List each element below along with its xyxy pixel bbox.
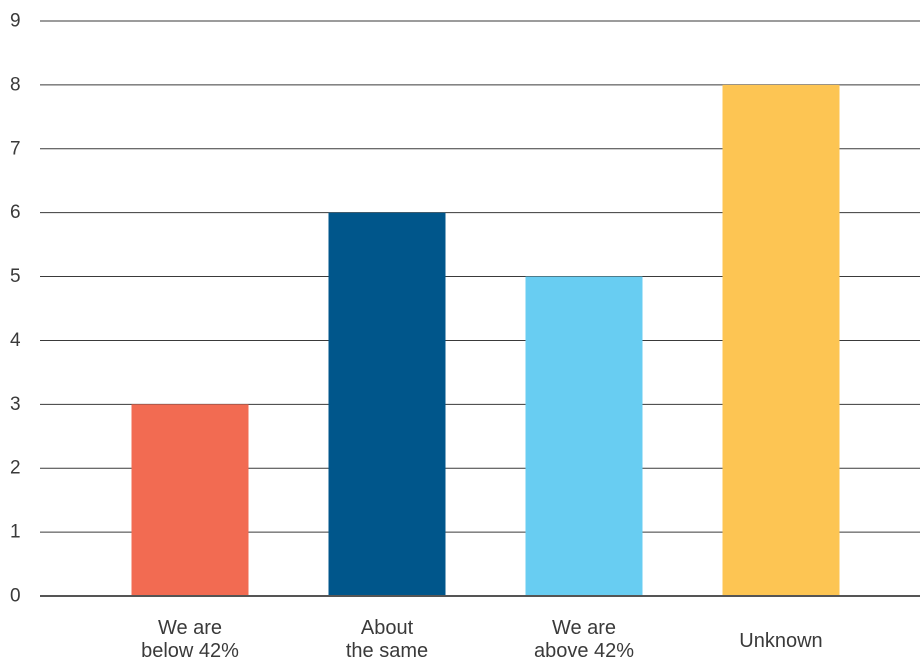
bar — [525, 276, 643, 596]
y-tick-label: 5 — [10, 266, 21, 287]
y-tick-label: 4 — [10, 330, 21, 351]
bar — [722, 84, 840, 596]
x-category-label: We are — [158, 617, 222, 639]
y-tick-label: 3 — [10, 394, 21, 415]
y-tick-label: 7 — [10, 138, 21, 159]
x-category-label: the same — [346, 640, 428, 662]
x-category-label: below 42% — [141, 640, 239, 662]
bars — [131, 84, 840, 596]
y-tick-label: 8 — [10, 74, 21, 95]
x-category-label: We are — [552, 617, 616, 639]
y-axis-ticks: 0 1 2 3 4 5 6 7 8 9 — [10, 11, 21, 607]
y-tick-label: 6 — [10, 202, 21, 223]
bar — [328, 212, 446, 596]
y-tick-label: 1 — [10, 522, 21, 543]
y-tick-label: 9 — [10, 11, 21, 32]
y-tick-label: 0 — [10, 586, 21, 607]
x-category-label: above 42% — [534, 640, 634, 662]
x-category-label: About — [361, 617, 414, 639]
y-tick-label: 2 — [10, 458, 21, 479]
bar — [131, 404, 249, 596]
x-category-label: Unknown — [739, 630, 822, 652]
